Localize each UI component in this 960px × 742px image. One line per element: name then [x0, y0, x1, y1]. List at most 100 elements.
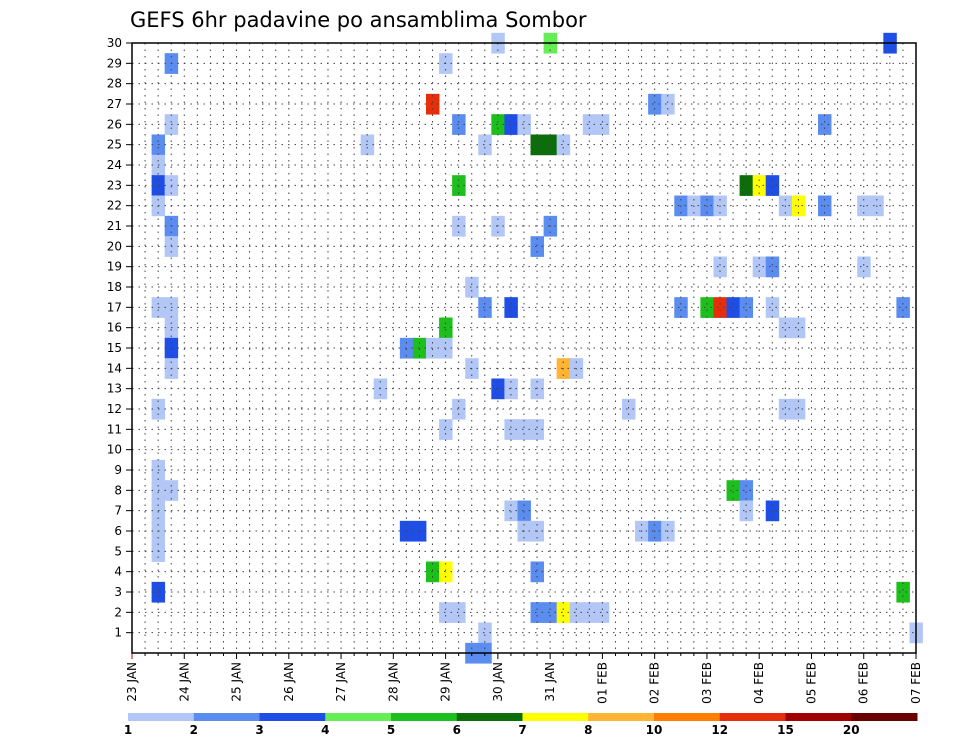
colorbar: 1 2 3 4 5 6 7 8 10 12 15 20: [124, 713, 918, 737]
y-tick-label: 20: [107, 239, 122, 253]
precip-cell: [857, 256, 871, 278]
x-tick-label: 26 JAN: [282, 662, 296, 702]
precip-cell: [439, 337, 453, 359]
y-tick-label: 9: [114, 463, 122, 477]
precip-cell: [530, 602, 544, 623]
x-tick-label: 29 JAN: [439, 662, 453, 702]
precip-cell: [530, 561, 544, 583]
x-tick-label: 05 FEB: [804, 662, 818, 704]
y-tick-label: 14: [107, 361, 122, 375]
precip-cell: [556, 134, 571, 156]
y-tick-label: 30: [107, 36, 122, 50]
colorbar-swatch: [654, 713, 721, 721]
precip-cell: [739, 297, 754, 318]
precip-cell: [739, 480, 754, 501]
colorbar-swatch: [456, 713, 523, 721]
chart-title: GEFS 6hr padavine po ansamblima Sombor: [130, 8, 587, 32]
precip-cell: [700, 297, 714, 318]
x-tick-label: 31 JAN: [543, 662, 557, 702]
y-tick-label: 17: [107, 300, 122, 314]
colorbar-label: 8: [584, 723, 592, 737]
precip-cell: [543, 134, 558, 156]
precip-cell: [661, 93, 675, 115]
precip-cell: [530, 236, 544, 257]
x-tick-label: 07 FEB: [909, 662, 923, 704]
precip-cell: [648, 93, 662, 115]
colorbar-label: 1: [124, 723, 132, 737]
precip-cell: [439, 602, 453, 623]
precip-cell: [726, 297, 740, 318]
x-tick-label: 02 FEB: [648, 662, 662, 704]
x-tick-label: 06 FEB: [857, 662, 871, 704]
x-tick-label: 28 JAN: [386, 662, 400, 702]
x-tick-label: 23 JAN: [125, 662, 139, 702]
precip-cell: [478, 622, 492, 644]
grid-lines: [132, 42, 916, 653]
y-tick-label: 21: [107, 219, 122, 233]
y-tick-label: 25: [107, 138, 122, 152]
precip-cell: [582, 114, 597, 135]
precip-cell: [595, 114, 610, 135]
colorbar-swatch: [325, 713, 392, 721]
precip-cell: [517, 419, 531, 440]
colorbar-label: 4: [321, 723, 329, 737]
precip-cell: [426, 93, 440, 115]
y-tick-label: 27: [107, 97, 122, 111]
y-tick-label: 4: [114, 565, 122, 579]
y-tick-label: 16: [107, 321, 122, 335]
x-tick-label: 01 FEB: [595, 662, 609, 704]
precip-cell: [896, 297, 910, 318]
y-tick-label: 22: [107, 199, 122, 213]
precip-cell: [595, 602, 610, 623]
precip-cell: [426, 561, 440, 583]
y-tick-label: 5: [114, 544, 122, 558]
x-tick-label: 03 FEB: [700, 662, 714, 704]
precip-cell: [713, 297, 727, 318]
precip-cell: [504, 500, 518, 522]
precip-cell: [778, 317, 793, 339]
y-tick-label: 13: [107, 382, 122, 396]
x-axis: 23 JAN 24 JAN 25 JAN 26 JAN 27 JAN 28 JAN 29 J…: [125, 653, 923, 704]
y-tick-label: 1: [114, 626, 122, 640]
colorbar-swatch: [588, 713, 655, 721]
precip-cell: [713, 256, 727, 278]
colorbar-swatch: [785, 713, 852, 721]
precip-cell: [491, 114, 505, 135]
colorbar-swatch: [259, 713, 326, 721]
precip-cell: [439, 419, 453, 440]
precip-cell: [452, 114, 466, 135]
y-tick-label: 2: [114, 605, 122, 619]
precip-cell: [439, 317, 453, 339]
colorbar-label: 15: [777, 723, 794, 737]
colorbar-label: 10: [646, 723, 663, 737]
x-tick-label: 24 JAN: [177, 662, 191, 702]
precip-cell: [765, 500, 780, 522]
colorbar-swatch: [719, 713, 786, 721]
colorbar-label: 6: [453, 723, 461, 737]
precip-cell: [426, 337, 440, 359]
precip-cell: [791, 317, 806, 339]
precip-cell: [778, 398, 793, 420]
precip-cell: [791, 398, 806, 420]
y-tick-label: 24: [107, 158, 122, 172]
precip-cell: [504, 297, 518, 318]
colorbar-swatch: [522, 713, 589, 721]
colorbar-label: 7: [518, 723, 526, 737]
precip-cell: [439, 561, 453, 583]
precip-cell: [739, 500, 754, 522]
y-axis: 1234567891011121314151617181920212223242…: [107, 36, 132, 640]
precip-cell: [896, 581, 910, 603]
precip-cell: [517, 114, 531, 135]
y-tick-label: 18: [107, 280, 122, 294]
precip-cell: [452, 175, 466, 196]
y-tick-label: 6: [114, 524, 122, 538]
y-tick-label: 12: [107, 402, 122, 416]
precip-cell: [674, 297, 688, 318]
precip-cell: [452, 602, 466, 623]
x-tick-label: 27 JAN: [334, 662, 348, 702]
colorbar-label: 5: [387, 723, 395, 737]
x-tick-label: 04 FEB: [752, 662, 766, 704]
colorbar-label: 2: [190, 723, 198, 737]
precip-cell: [622, 398, 636, 420]
